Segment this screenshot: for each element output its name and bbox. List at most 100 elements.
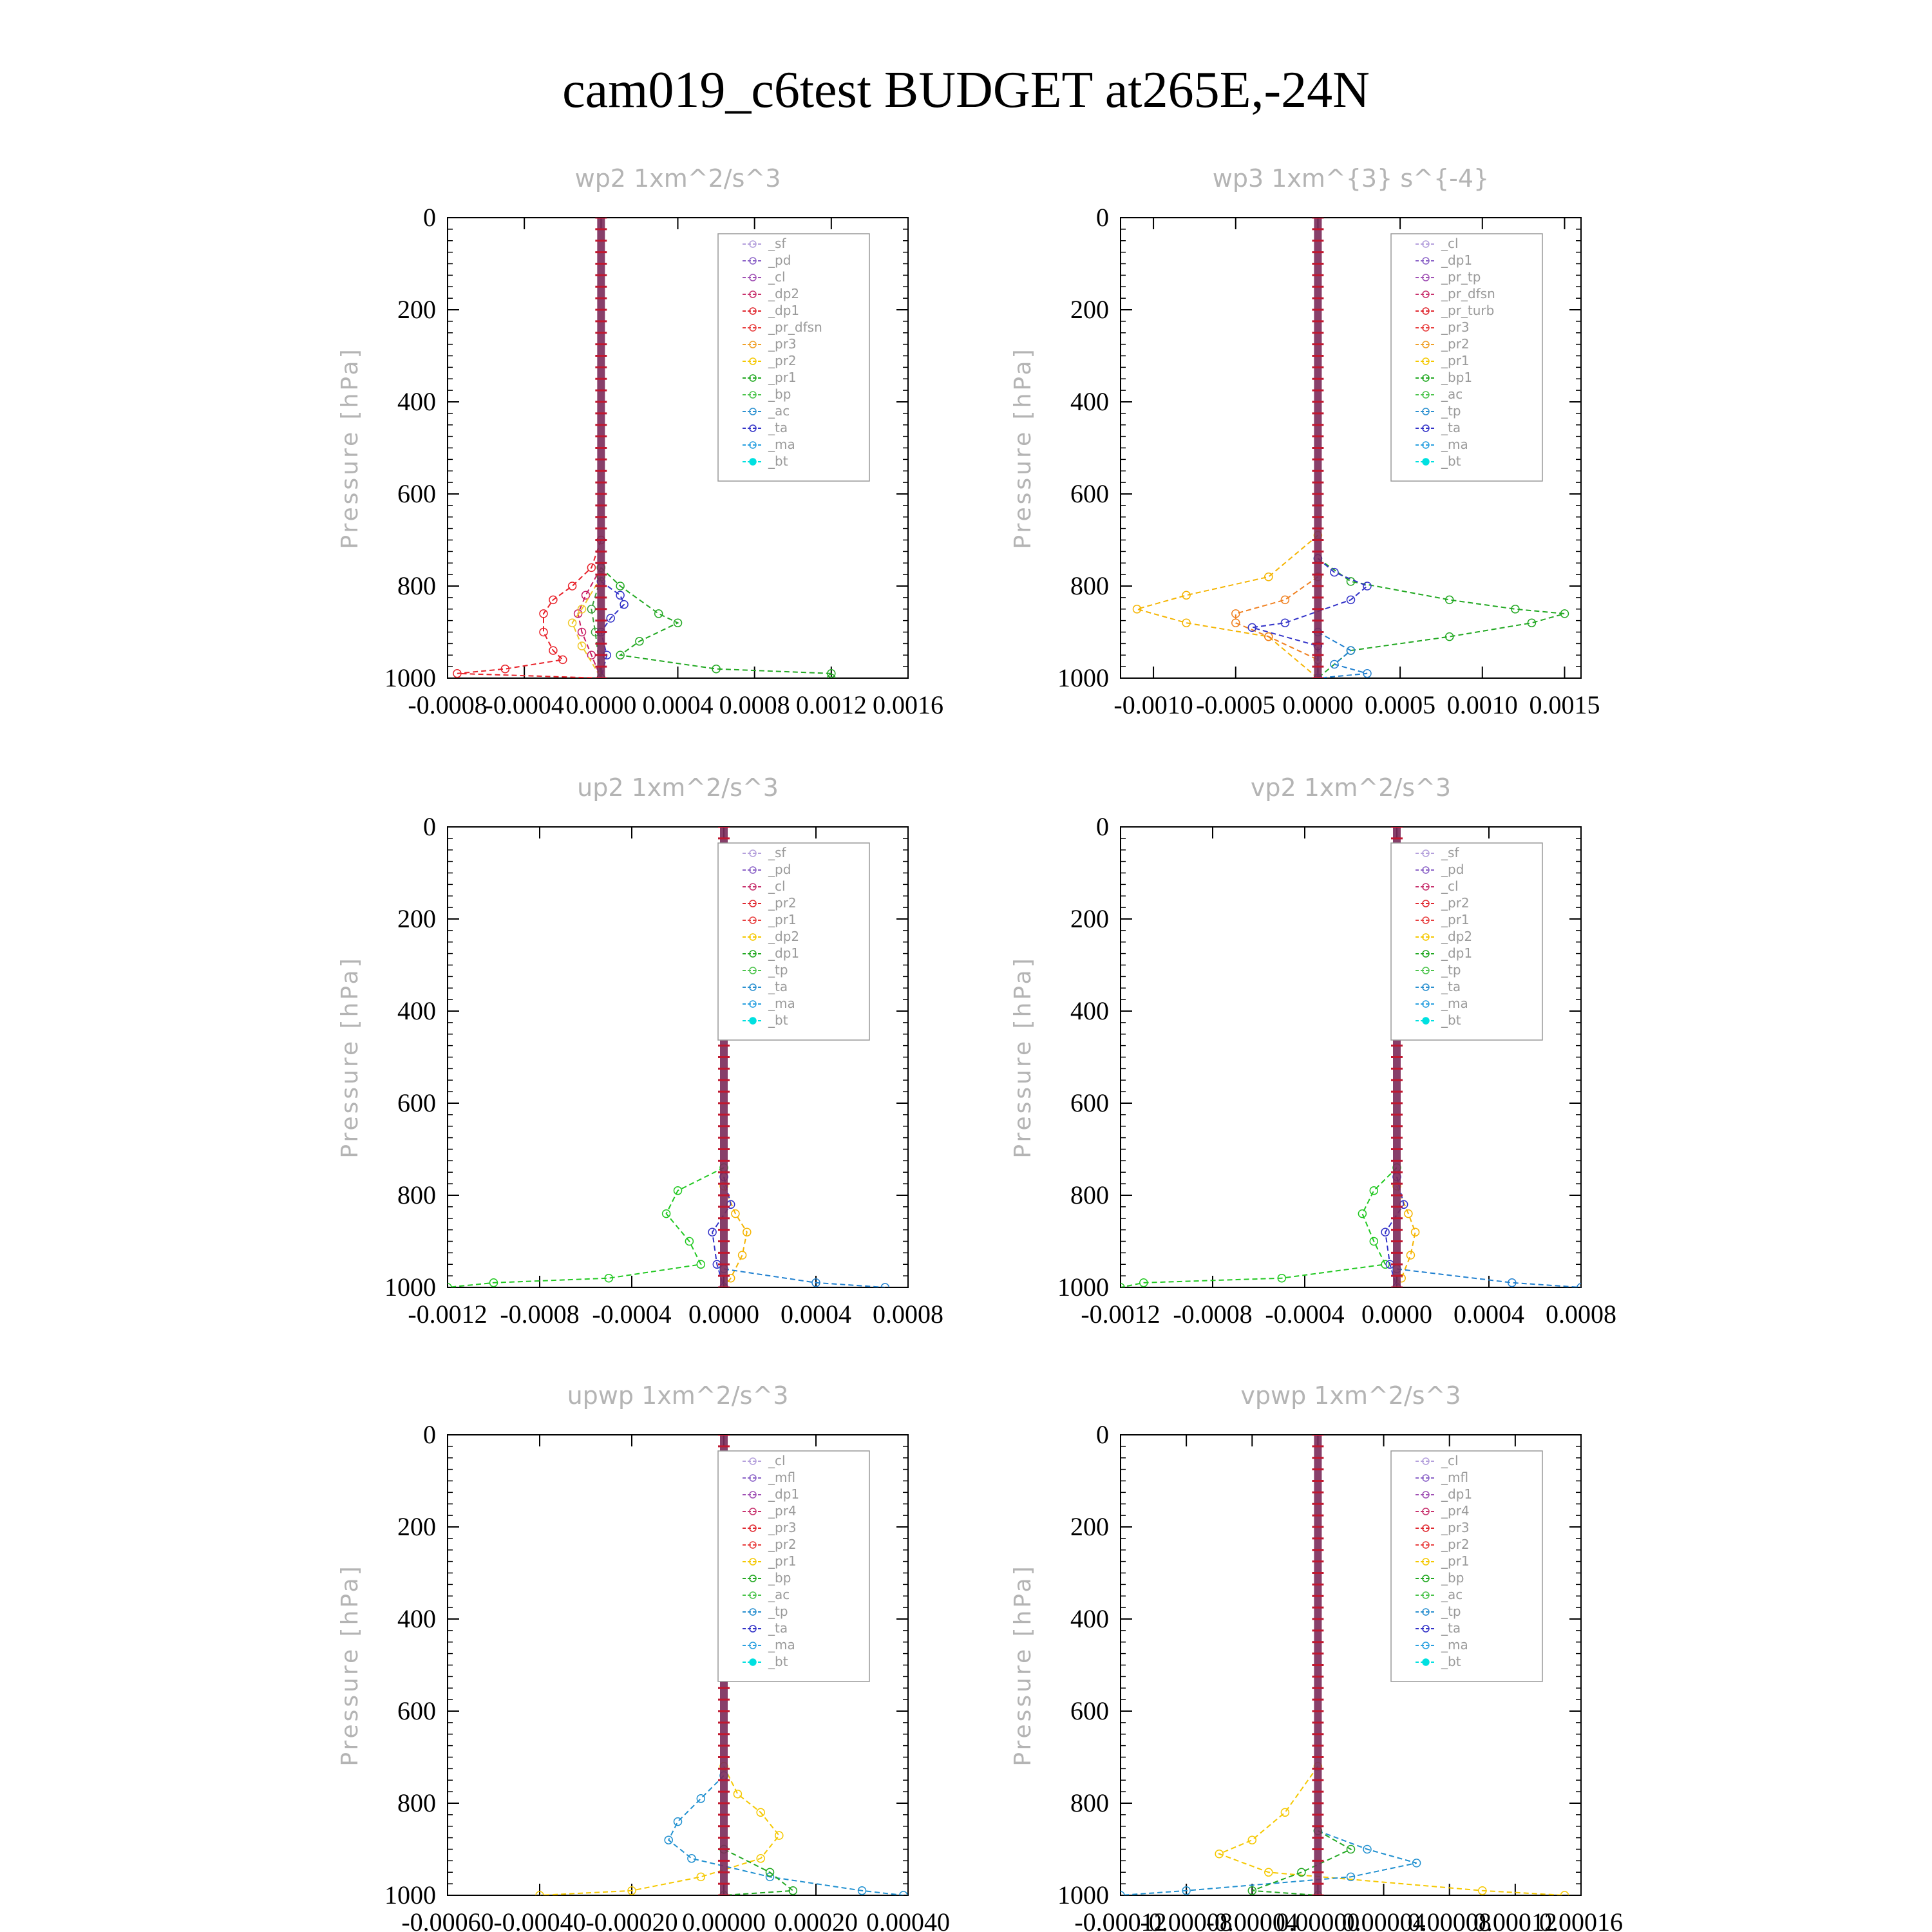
legend-marker (1422, 1642, 1430, 1649)
legend-marker (749, 1457, 757, 1465)
series-point (1363, 582, 1372, 591)
series-point (765, 1868, 775, 1877)
x-tick-label: 0.0004 (781, 1300, 851, 1329)
legend-marker (1422, 900, 1430, 907)
x-tick-label: 0.0000 (688, 1300, 759, 1329)
panel-title: vpwp 1xm^2/s^3 (1240, 1381, 1461, 1410)
legend-marker (749, 257, 757, 265)
legend-entry: _dp2 (768, 929, 799, 944)
series-point (1247, 1886, 1257, 1895)
legend-entry: _pr1 (1441, 1553, 1470, 1569)
y-tick-label: 0 (423, 203, 436, 232)
legend-entry: _ma (1441, 996, 1468, 1011)
y-axis-label: Pressure [hPa] (1010, 956, 1036, 1158)
legend-entry: _ma (768, 437, 795, 452)
y-tick-label: 600 (1070, 479, 1109, 508)
legend-entry: _pr2 (768, 353, 797, 368)
x-tick-label: -0.0004 (1265, 1300, 1344, 1329)
series-point (664, 1835, 673, 1844)
legend-entry: _cl (768, 1453, 786, 1468)
legend-entry: _pr3 (1441, 1520, 1470, 1535)
legend-box (1390, 1450, 1543, 1682)
chart-panel-4: vp2 1xm^2/s^3 Pressure [hPa] 0 200 400 600 800… (1010, 773, 1616, 1329)
series-point (1330, 659, 1339, 669)
legend-entry: _ma (768, 996, 795, 1011)
legend-entry: _pd (1441, 862, 1464, 877)
plot-area (453, 218, 836, 678)
y-tick-label: 800 (397, 1788, 436, 1817)
legend: _cl_mfl_dp1_pr4_pr3_pr2_pr1_bp_ac_tp_ta_… (1390, 1450, 1543, 1682)
series-point (673, 1186, 683, 1195)
series-point (620, 600, 629, 609)
y-tick-label: 0 (423, 812, 436, 841)
series-point (567, 618, 577, 627)
legend-entry: _sf (768, 236, 786, 251)
y-axis-label: Pressure [hPa] (1010, 1564, 1036, 1766)
legend-entry: _bt (1441, 1012, 1461, 1028)
legend-marker (1422, 441, 1430, 449)
legend: _cl_mfl_dp1_pr4_pr3_pr2_pr1_bp_ac_tp_ta_… (717, 1450, 870, 1682)
legend-marker (749, 374, 757, 382)
chart-panel-3: up2 1xm^2/s^3 Pressure [hPa] 0 200 400 600 800… (337, 773, 943, 1329)
series-line-bp (723, 1848, 795, 1895)
y-tick-label: 200 (397, 1512, 436, 1541)
series-point (1412, 1859, 1421, 1868)
x-tick-label: -0.00060 (401, 1908, 493, 1932)
series-point (775, 1831, 784, 1840)
legend-entry: _ta (768, 1620, 788, 1636)
series-point (453, 669, 462, 678)
legend-entry: _tp (1441, 1604, 1461, 1619)
series-point (567, 582, 577, 591)
legend-marker (1422, 1591, 1430, 1599)
legend-marker (749, 1658, 757, 1666)
y-tick-label: 1000 (1057, 663, 1109, 692)
y-tick-label: 200 (397, 295, 436, 324)
legend-entry: _dp1 (768, 303, 799, 318)
series-point (1478, 1886, 1487, 1895)
legend-marker (1422, 357, 1430, 365)
x-tick-label: 0.0008 (719, 690, 790, 719)
series-point (577, 605, 587, 614)
legend-box (1390, 233, 1543, 482)
legend-marker (1422, 1608, 1430, 1616)
series-line-tp (1317, 631, 1368, 678)
legend-entry: _bt (768, 1654, 788, 1669)
legend-entry: _dp1 (768, 1486, 799, 1502)
x-tick-label: 0.0008 (1546, 1300, 1616, 1329)
legend-entry: _bp (768, 386, 791, 402)
legend-marker (1422, 1491, 1430, 1499)
legend-entry: _tp (768, 962, 788, 978)
panel-title: up2 1xm^2/s^3 (577, 773, 779, 802)
y-tick-label: 800 (1070, 1180, 1109, 1209)
legend-marker (749, 391, 757, 399)
legend-marker (749, 1017, 757, 1025)
x-tick-label: -0.0004 (592, 1300, 671, 1329)
legend-entry: _bt (1441, 453, 1461, 469)
legend-marker (749, 408, 757, 415)
legend-marker (1422, 240, 1430, 248)
legend-marker (749, 1491, 757, 1499)
legend-marker (1422, 916, 1430, 924)
x-tick-label: -0.0005 (1196, 690, 1275, 719)
x-tick-label: -0.00008 (1140, 1908, 1232, 1932)
legend-marker (1422, 1658, 1430, 1666)
legend-entry: _pr1 (1441, 353, 1470, 368)
legend-entry: _pr2 (1441, 1537, 1470, 1552)
y-tick-label: 800 (397, 1180, 436, 1209)
series-point (587, 563, 596, 573)
x-tick-label: 0.0005 (1365, 690, 1435, 719)
x-tick-label: 0.00040 (866, 1908, 950, 1932)
y-axis-label: Pressure [hPa] (1010, 346, 1036, 549)
legend-marker (1422, 307, 1430, 315)
series-point (549, 595, 558, 605)
legend-entry: _sf (1441, 845, 1459, 860)
legend-box (717, 842, 870, 1041)
legend-marker (1422, 1524, 1430, 1532)
legend-marker (749, 324, 757, 332)
y-axis-label: Pressure [hPa] (337, 346, 363, 549)
series-line-pr2 (571, 576, 602, 678)
series-point (899, 1891, 908, 1895)
legend-entry: _pr2 (1441, 336, 1470, 352)
series-point (733, 1789, 743, 1799)
legend-marker (749, 307, 757, 315)
